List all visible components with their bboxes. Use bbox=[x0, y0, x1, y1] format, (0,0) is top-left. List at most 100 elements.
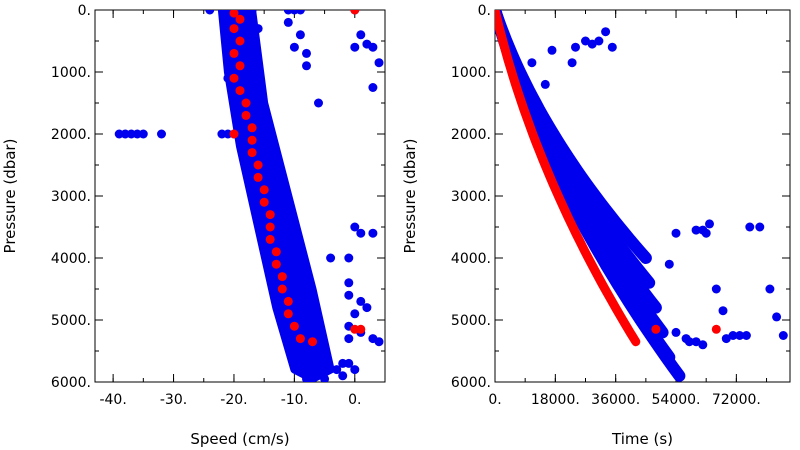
red-data-point bbox=[350, 10, 360, 15]
red-data-point bbox=[265, 234, 275, 244]
blue-data-point bbox=[587, 39, 597, 49]
blue-data-point bbox=[368, 83, 378, 92]
red-data-point bbox=[308, 337, 317, 347]
blue-data-point bbox=[320, 374, 330, 382]
blue-data-point bbox=[283, 216, 293, 226]
blue-data-point bbox=[711, 284, 721, 294]
blue-series bbox=[495, 10, 788, 382]
blue-data-point bbox=[229, 42, 239, 52]
blue-data-point bbox=[253, 104, 263, 114]
x-axis-label: Speed (cm/s) bbox=[190, 430, 289, 448]
blue-data-point bbox=[344, 253, 354, 263]
blue-data-point bbox=[332, 365, 342, 375]
blue-data-point bbox=[277, 197, 287, 207]
red-data-point bbox=[253, 172, 263, 182]
blue-data-point bbox=[205, 10, 215, 15]
blue-data-point bbox=[326, 253, 336, 263]
y-tick-label: 1000. bbox=[51, 65, 91, 81]
blue-data-point bbox=[705, 219, 714, 229]
blue-data-point bbox=[289, 346, 299, 356]
red-data-point bbox=[289, 321, 299, 331]
blue-data-point bbox=[772, 312, 782, 322]
blue-data-point bbox=[344, 334, 354, 344]
red-data-point bbox=[247, 123, 257, 133]
blue-data-point bbox=[277, 253, 287, 263]
red-data-point bbox=[295, 334, 305, 344]
x-axis-label: Time (s) bbox=[611, 430, 673, 448]
blue-data-point bbox=[314, 365, 323, 375]
y-tick-label: 3000. bbox=[51, 189, 91, 205]
red-series bbox=[495, 10, 721, 347]
red-data-point bbox=[259, 197, 269, 207]
blue-data-point bbox=[247, 10, 257, 15]
blue-data-point bbox=[235, 123, 245, 133]
blue-data-point bbox=[283, 327, 293, 337]
blue-data-point bbox=[271, 179, 281, 189]
blue-data-point bbox=[259, 129, 269, 139]
blue-data-point bbox=[253, 24, 263, 34]
red-data-point bbox=[283, 309, 293, 319]
red-data-point bbox=[651, 324, 661, 334]
blue-data-point bbox=[755, 222, 765, 232]
blue-data-point bbox=[374, 337, 384, 347]
blue-data-point bbox=[581, 36, 590, 46]
blue-data-point bbox=[350, 42, 360, 52]
red-data-point bbox=[253, 160, 263, 170]
blue-data-point bbox=[547, 45, 557, 55]
blue-data-point bbox=[265, 253, 275, 263]
blue-data-point bbox=[350, 365, 360, 375]
blue-data-point bbox=[295, 365, 305, 375]
blue-data-point bbox=[289, 234, 299, 244]
blue-data-point bbox=[302, 296, 311, 306]
blue-data-point bbox=[320, 352, 330, 362]
blue-data-point bbox=[356, 30, 366, 40]
blue-data-point bbox=[277, 290, 287, 300]
blue-data-point bbox=[338, 358, 348, 368]
red-data-point bbox=[277, 284, 287, 294]
blue-data-point bbox=[778, 331, 788, 340]
blue-data-point bbox=[698, 340, 708, 350]
blue-data-point bbox=[527, 58, 537, 68]
blue-data-point bbox=[356, 228, 366, 238]
blue-data-point bbox=[302, 61, 311, 71]
blue-data-point bbox=[289, 259, 299, 269]
blue-data-point bbox=[765, 284, 775, 294]
blue-data-point bbox=[671, 327, 681, 337]
red-data-point bbox=[229, 73, 239, 83]
blue-data-point bbox=[350, 309, 360, 319]
blue-data-point bbox=[601, 27, 611, 37]
blue-data-point bbox=[314, 98, 323, 108]
blue-data-point bbox=[664, 259, 674, 269]
blue-data-point bbox=[295, 309, 305, 319]
blue-data-point bbox=[691, 337, 701, 347]
blue-data-point bbox=[308, 315, 317, 325]
blue-data-point bbox=[247, 179, 257, 189]
red-descent-curve bbox=[495, 10, 641, 347]
blue-data-point bbox=[607, 42, 617, 52]
time-plot-area bbox=[495, 10, 788, 382]
blue-data-point bbox=[295, 30, 305, 40]
y-tick-label: 2000. bbox=[451, 127, 491, 143]
blue-data-point bbox=[259, 141, 269, 151]
x-tick-label: 54000. bbox=[652, 392, 701, 408]
blue-data-point bbox=[344, 278, 354, 288]
y-tick-label: 5000. bbox=[51, 313, 91, 329]
blue-data-point bbox=[368, 42, 378, 52]
blue-data-point bbox=[344, 290, 354, 300]
blue-data-point bbox=[540, 79, 550, 89]
y-tick-label: 6000. bbox=[51, 375, 91, 391]
red-data-point bbox=[241, 98, 251, 108]
red-data-point bbox=[229, 24, 239, 34]
blue-data-point bbox=[247, 92, 257, 102]
red-data-point bbox=[247, 148, 257, 158]
red-data-point bbox=[229, 10, 239, 18]
blue-series bbox=[114, 10, 384, 382]
blue-data-point bbox=[295, 10, 305, 15]
blue-data-point bbox=[571, 42, 580, 52]
y-axis-label: Pressure (dbar) bbox=[1, 139, 19, 254]
y-tick-label: 3000. bbox=[451, 189, 491, 205]
y-tick-label: 4000. bbox=[51, 251, 91, 267]
time-pressure-panel: 0.1000.2000.3000.4000.5000.6000.0. 18000.… bbox=[401, 3, 791, 448]
blue-data-point bbox=[295, 278, 305, 288]
